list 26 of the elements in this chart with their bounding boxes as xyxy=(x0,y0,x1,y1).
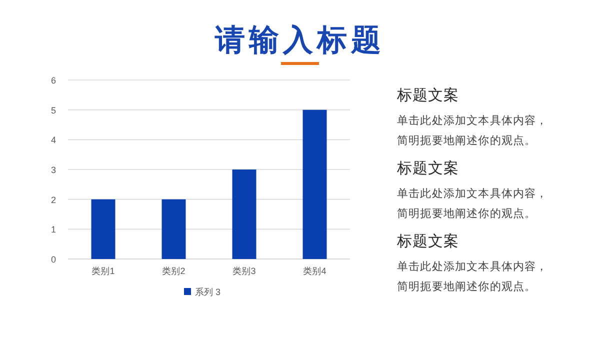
text: 单击此处添加文本具体内容， xyxy=(397,260,548,273)
text: 单击此处添加文本具体内容， xyxy=(397,114,548,127)
y-tick-label: 2 xyxy=(50,194,56,205)
text: 简明扼要地阐述你的观点。 xyxy=(397,134,536,147)
chart-title: 请输入标题 xyxy=(214,24,385,57)
text: 标题文案 xyxy=(396,160,459,177)
y-tick-label: 0 xyxy=(50,254,56,264)
y-tick-label: 4 xyxy=(50,135,56,146)
x-tick-label: 类别4 xyxy=(303,266,326,276)
x-tick-label: 类别1 xyxy=(92,266,115,276)
bar xyxy=(162,199,186,259)
text: 单击此处添加文本具体内容， xyxy=(397,187,548,200)
y-tick-label: 6 xyxy=(50,76,56,86)
y-tick-label: 3 xyxy=(50,165,56,175)
x-tick-label: 类别3 xyxy=(232,266,256,276)
text: 标题文案 xyxy=(396,87,459,104)
y-tick-label: 1 xyxy=(50,224,56,235)
x-tick-label: 类别2 xyxy=(162,266,186,276)
text: 简明扼要地阐述你的观点。 xyxy=(397,207,536,220)
bar xyxy=(91,199,116,259)
legend-label: 系列 3 xyxy=(195,287,221,297)
text: 简明扼要地阐述你的观点。 xyxy=(397,280,536,293)
bar xyxy=(232,170,256,259)
y-tick-label: 5 xyxy=(50,105,56,116)
bar xyxy=(302,110,327,259)
text: 标题文案 xyxy=(396,233,459,250)
